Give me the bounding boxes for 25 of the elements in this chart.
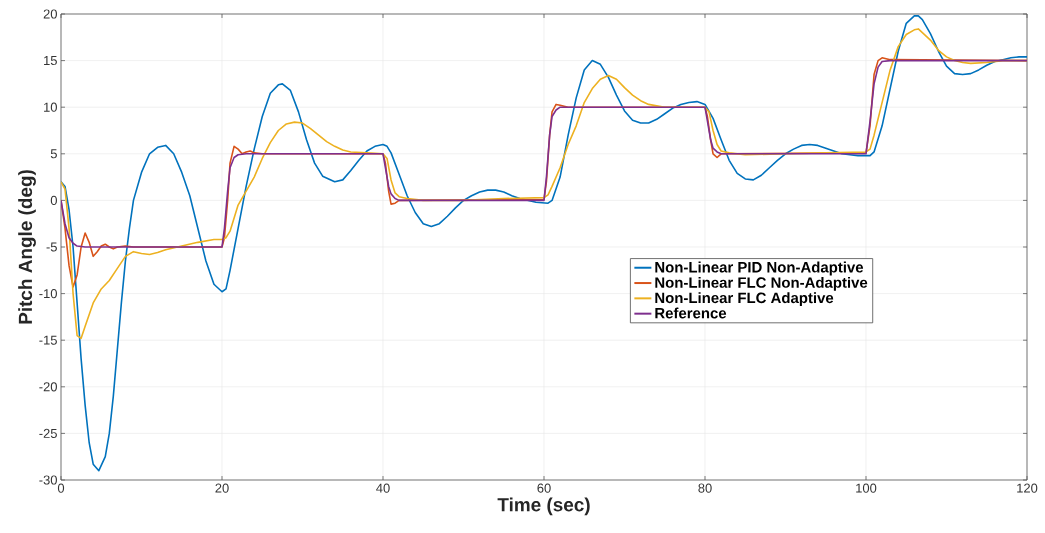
y-tick-label: -5 (46, 242, 57, 252)
y-tick-label: -10 (39, 289, 57, 299)
y-tick-label: 15 (44, 56, 57, 66)
y-tick-label: -30 (39, 475, 57, 485)
x-tick-label: 80 (698, 483, 712, 493)
y-tick-label: 0 (50, 195, 57, 205)
y-tick-label: 20 (43, 9, 57, 19)
x-tick-label: 120 (1017, 483, 1038, 493)
x-tick-label: 60 (537, 483, 551, 493)
legend-label: Reference (655, 307, 727, 319)
x-tick-label: 20 (215, 483, 229, 493)
y-axis-title: Pitch Angle (deg) (18, 170, 36, 324)
legend-label: Non-Linear PID Non-Adaptive (655, 261, 864, 276)
x-tick-label: 40 (376, 483, 390, 493)
legend-label: Non-Linear FLC Non-Adaptive (655, 276, 868, 291)
y-tick-label: 5 (50, 149, 57, 159)
x-axis-title: Time (sec) (497, 497, 590, 516)
y-tick-label: -20 (39, 382, 57, 392)
x-tick-label: 0 (57, 483, 65, 493)
y-tick-label: 10 (44, 102, 57, 112)
y-tick-label: -25 (39, 428, 57, 438)
line-series (61, 59, 1028, 248)
y-tick-label: -15 (39, 335, 57, 345)
legend-label: Non-Linear FLC Adaptive (655, 292, 834, 307)
x-tick-label: 100 (856, 483, 877, 493)
